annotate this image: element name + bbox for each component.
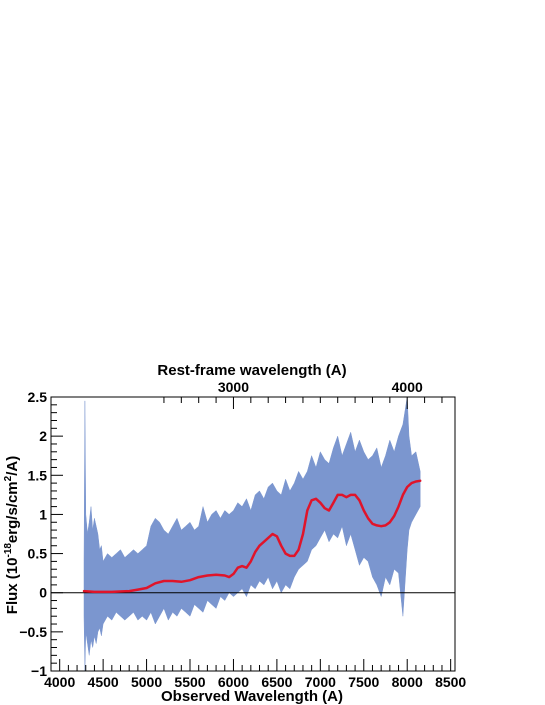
top-x-axis-title: Rest-frame wavelength (A) [157,362,346,379]
plot-frame [50,396,456,672]
y-tick-label: 0.5 [28,546,48,562]
top-x-axis-ticks: 3000 4000 [163,379,443,409]
x-axis-title: Observed Wavelength (A) [161,688,343,705]
x-tick-label: 7500 [348,674,379,690]
x-tick-label: 7000 [305,674,336,690]
y-tick-label: −1 [31,663,47,679]
x-tick-label: 5500 [174,674,205,690]
y-tick-label: 1.5 [28,467,48,483]
x-tick-label: 6000 [218,674,249,690]
x-tick-label: 5000 [131,674,162,690]
y-tick-label: −0.5 [19,624,47,640]
y-tick-label: 1 [39,506,47,522]
y-tick-label: 2 [39,428,47,444]
y-axis-title: Flux (10-18erg/s/cm2/A) [3,456,21,614]
y-axis-ticks: −1 −0.5 0 0.5 1 1.5 2 2.5 [19,389,63,679]
flux-error-band [83,396,421,672]
top-x-tick-label: 4000 [392,379,423,395]
plot-area [51,396,455,672]
x-tick-label: 8500 [435,674,466,690]
y-tick-label: 0 [39,585,47,601]
y-tick-label: 2.5 [28,389,48,405]
x-tick-label: 4000 [44,674,75,690]
x-tick-label: 4500 [88,674,119,690]
bottom-x-axis-ticks: 4000 4500 5000 5500 6000 6500 7000 7500 8000 8500 [44,659,466,690]
x-tick-label: 6500 [261,674,292,690]
model-fit-line [82,479,422,594]
top-x-tick-label: 3000 [218,379,249,395]
x-tick-label: 8000 [392,674,423,690]
